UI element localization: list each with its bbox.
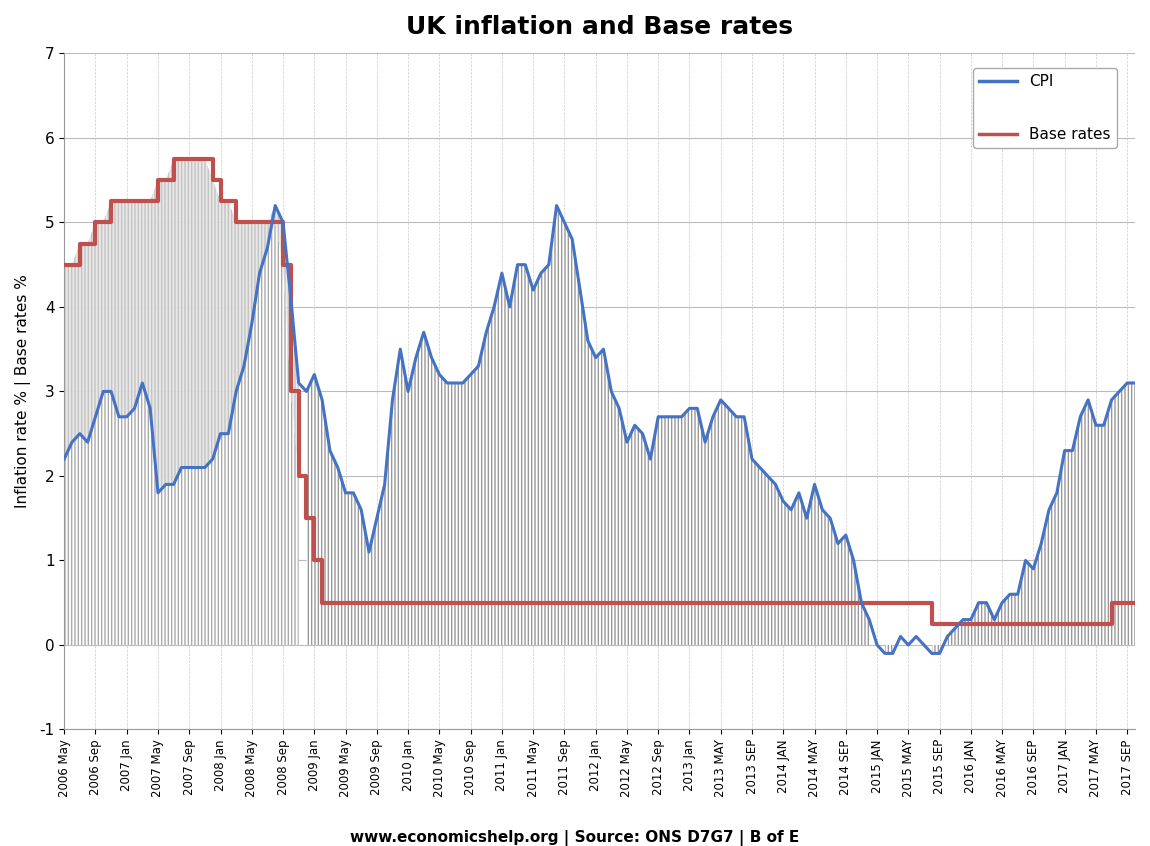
Title: UK inflation and Base rates: UK inflation and Base rates (406, 15, 794, 39)
Legend: CPI, Base rates: CPI, Base rates (973, 68, 1117, 148)
Y-axis label: Inflation rate % | Base rates %: Inflation rate % | Base rates % (15, 274, 31, 508)
Text: www.economicshelp.org | Source: ONS D7G7 | B of E: www.economicshelp.org | Source: ONS D7G7… (351, 830, 799, 846)
